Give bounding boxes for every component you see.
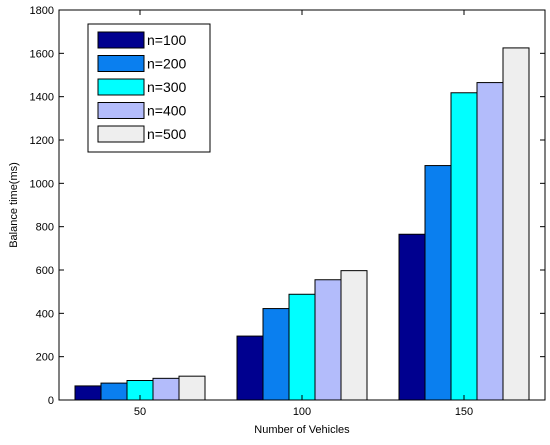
legend-label: n=300 [147, 79, 187, 95]
bars-layer [74, 47, 530, 401]
y-tick-label: 1400 [30, 92, 54, 104]
y-tick-label: 400 [36, 308, 54, 320]
bar-n100-100 [236, 335, 264, 401]
bar-n200-50 [100, 382, 128, 401]
y-tick-label: 1600 [30, 48, 54, 60]
y-tick-label: 1800 [30, 5, 54, 17]
x-axis-label: Number of Vehicles [254, 424, 350, 436]
bar-n400-150 [476, 82, 504, 401]
y-tick-label: 200 [36, 352, 54, 364]
legend-label: n=200 [147, 56, 187, 72]
x-axis-ticks: 50 100 150 [134, 10, 473, 418]
bar-n300-150 [450, 92, 478, 401]
bar-n400-50 [152, 377, 180, 401]
bar-n300-100 [288, 293, 316, 401]
y-axis-label: Balance time(ms) [8, 162, 20, 248]
legend-label: n=400 [147, 103, 187, 119]
legend: n=100 n=200 n=300 n=400 n=500 [87, 23, 211, 153]
legend-swatch [97, 31, 145, 49]
bar-n500-50 [178, 375, 206, 401]
y-tick-label: 1000 [30, 178, 54, 190]
legend-label: n=500 [147, 126, 187, 142]
legend-label: n=100 [147, 32, 187, 48]
bar-n200-100 [262, 308, 290, 401]
legend-swatch [97, 102, 145, 119]
y-tick-label: 800 [36, 222, 54, 234]
y-tick-label: 1200 [30, 135, 54, 147]
x-tick-label: 150 [455, 406, 473, 418]
y-axis-ticks: 0 200 400 600 800 1000 1200 1400 1600 1800 [30, 5, 545, 407]
x-tick-label: 50 [134, 406, 146, 418]
legend-swatch [97, 125, 145, 143]
bar-n500-150 [502, 47, 530, 401]
legend-swatch [97, 78, 145, 96]
bar-n500-100 [340, 270, 368, 401]
x-tick-label: 100 [293, 406, 311, 418]
bar-n200-150 [424, 165, 452, 401]
y-tick-label: 0 [48, 395, 54, 407]
y-tick-label: 600 [36, 265, 54, 277]
bar-n100-150 [398, 233, 426, 401]
legend-swatch [97, 55, 145, 72]
bar-n100-50 [74, 385, 102, 401]
bar-n400-100 [314, 279, 342, 401]
